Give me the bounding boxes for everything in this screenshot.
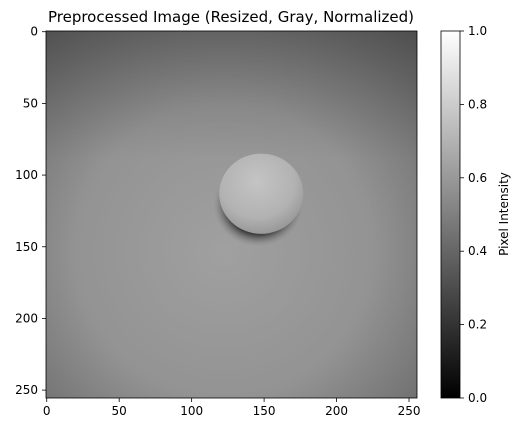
image-area xyxy=(45,30,418,399)
colorbar-tick-label: 0.2 xyxy=(468,318,487,332)
colorbar-gradient xyxy=(440,30,461,399)
colorbar-tick-label: 0.4 xyxy=(468,244,487,258)
y-axis: 0 50 100 150 200 250 xyxy=(15,25,46,397)
x-tick-label: 150 xyxy=(253,404,276,418)
y-tick-label: 50 xyxy=(23,96,38,110)
colorbar-tick-label: 1.0 xyxy=(468,24,487,38)
colorbar-tick-label: 0.6 xyxy=(468,171,487,185)
x-tick-label: 200 xyxy=(325,404,348,418)
colorbar-tick-label: 0.8 xyxy=(468,97,487,111)
colorbar-label: Pixel Intensity xyxy=(497,172,511,256)
chart-title: Preprocessed Image (Resized, Gray, Norma… xyxy=(48,8,414,26)
y-tick-label: 200 xyxy=(15,311,38,325)
x-tick-label: 50 xyxy=(112,404,127,418)
colorbar-tick-label: 0.0 xyxy=(468,391,487,405)
colorbar: 0.0 0.2 0.4 0.6 0.8 1.0 Pixel Intensity xyxy=(440,24,511,405)
image-frame xyxy=(45,30,418,399)
y-tick-label: 250 xyxy=(15,383,38,397)
x-tick-label: 100 xyxy=(180,404,203,418)
colorbar-ticks: 0.0 0.2 0.4 0.6 0.8 1.0 xyxy=(460,24,487,405)
y-tick-label: 0 xyxy=(30,25,38,39)
y-tick-label: 150 xyxy=(15,240,38,254)
egg-object xyxy=(219,153,304,234)
x-tick-label: 0 xyxy=(43,404,51,418)
x-axis: 0 50 100 150 200 250 xyxy=(43,398,421,418)
x-tick-label: 250 xyxy=(398,404,421,418)
y-tick-label: 100 xyxy=(15,168,38,182)
